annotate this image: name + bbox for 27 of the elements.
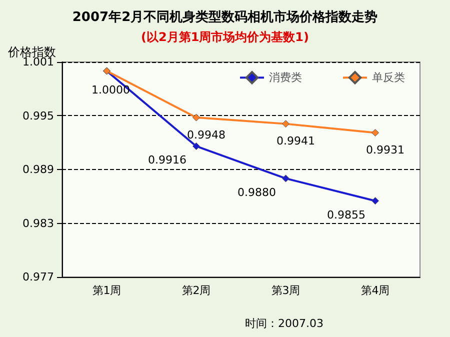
data-label: 0.9941: [276, 134, 315, 148]
point: [282, 174, 290, 182]
x-tick-label: 第2周: [182, 284, 211, 297]
x-tick-label: 第4周: [360, 284, 390, 297]
legend-label: 单反类: [372, 71, 405, 84]
data-label: 0.9855: [327, 208, 366, 222]
data-label: 0.9880: [238, 186, 276, 199]
data-label: 0.9948: [187, 128, 226, 142]
text: 时间：2007.03: [245, 317, 324, 330]
y-axis-title: 价格指数: [7, 45, 56, 59]
data-label: 0.9931: [366, 144, 404, 157]
chart-subtitle: (以2月第1周市场均价为基数1): [140, 30, 310, 44]
point: [372, 197, 379, 205]
x-tick-label: 第1周: [92, 284, 122, 297]
point: [282, 120, 290, 128]
point: [372, 129, 379, 137]
data-label: 1.0000: [92, 84, 130, 97]
legend-label: 消费类: [269, 71, 302, 84]
x-tick-label: 第3周: [271, 284, 300, 297]
y-tick-label: 0.995: [22, 109, 54, 122]
chart-title: 2007年2月不同机身类型数码相机市场价格指数走势: [72, 9, 378, 25]
y-tick-label: 0.983: [22, 216, 54, 230]
y-tick-label: 0.977: [22, 270, 54, 284]
point: [192, 142, 200, 150]
y-tick-label: 0.989: [22, 163, 54, 176]
data-label: 0.9916: [148, 154, 186, 167]
point: [192, 114, 200, 122]
